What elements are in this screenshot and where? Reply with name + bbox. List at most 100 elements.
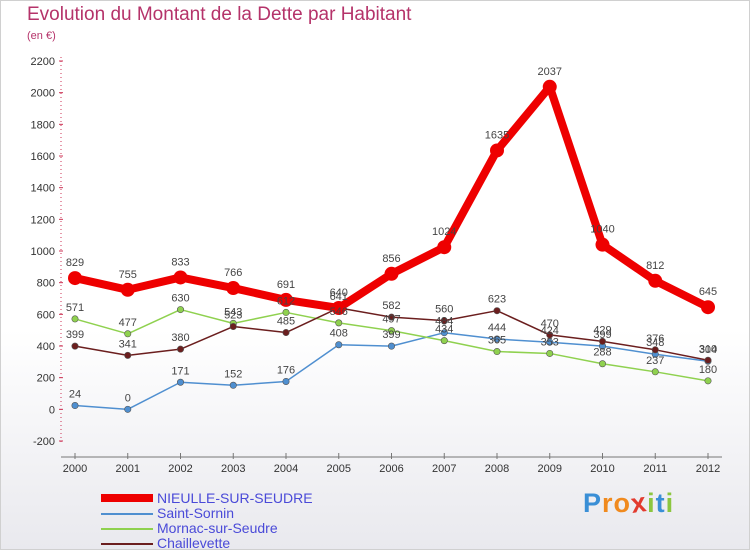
labels-layer: 829 755 833 766 691 640 856 1024 1635 2037 1040 812… bbox=[66, 66, 717, 405]
x-tick-label: 2003 bbox=[221, 463, 245, 475]
logo-letter: i bbox=[647, 488, 656, 518]
series-point-2 bbox=[651, 368, 659, 376]
data-label: 399 bbox=[66, 329, 84, 341]
y-tick-label: 0 bbox=[49, 404, 55, 416]
data-label: 484 bbox=[435, 316, 453, 328]
series-point-3 bbox=[440, 317, 448, 325]
series-point-3 bbox=[229, 323, 237, 331]
data-label: 171 bbox=[171, 365, 189, 377]
series-point-3 bbox=[598, 337, 606, 345]
logo-letter: t bbox=[655, 488, 666, 518]
data-label: 630 bbox=[171, 293, 189, 305]
data-label: 176 bbox=[277, 364, 295, 376]
series-point-0 bbox=[648, 273, 663, 288]
chart-unit: (en €) bbox=[27, 30, 56, 42]
x-tick-label: 2007 bbox=[432, 463, 456, 475]
chart-title: Evolution du Montant de la Dette par Hab… bbox=[27, 4, 412, 25]
x-tick-label: 2004 bbox=[274, 463, 298, 475]
x-tick-label: 2000 bbox=[63, 463, 87, 475]
y-tick-label: 1400 bbox=[31, 183, 55, 195]
data-label: 645 bbox=[699, 286, 717, 298]
data-label: 582 bbox=[382, 300, 400, 312]
data-label: 691 bbox=[277, 279, 295, 291]
data-label: 353 bbox=[541, 336, 559, 348]
x-tick-label: 2002 bbox=[168, 463, 192, 475]
series-point-1 bbox=[493, 335, 501, 343]
data-label: 543 bbox=[224, 306, 242, 318]
data-label: 640 bbox=[330, 287, 348, 299]
series-point-2 bbox=[598, 360, 606, 368]
x-tick-label: 2008 bbox=[485, 463, 509, 475]
y-tick-label: 1200 bbox=[31, 214, 55, 226]
data-label: 399 bbox=[593, 329, 611, 341]
series-point-3 bbox=[704, 356, 712, 364]
series-point-2 bbox=[71, 315, 79, 323]
series-point-2 bbox=[493, 348, 501, 356]
legend-swatch bbox=[101, 528, 153, 530]
series-point-2 bbox=[704, 377, 712, 385]
proxiti-logo: Proxiti bbox=[583, 487, 675, 519]
y-tick-label: 400 bbox=[37, 341, 55, 353]
series-point-3 bbox=[71, 342, 79, 350]
data-label: 497 bbox=[382, 314, 400, 326]
data-label: 470 bbox=[541, 318, 559, 330]
series-point-0 bbox=[384, 266, 399, 281]
data-label: 376 bbox=[646, 333, 664, 345]
x-tick-label: 2006 bbox=[379, 463, 403, 475]
series-point-0 bbox=[490, 143, 504, 158]
series-point-1 bbox=[124, 405, 132, 413]
data-label: 766 bbox=[224, 267, 242, 279]
data-label: 237 bbox=[646, 355, 664, 367]
y-tick-label: 2000 bbox=[31, 88, 55, 100]
series-point-1 bbox=[546, 338, 554, 346]
y-tick-label: 200 bbox=[37, 373, 55, 385]
legend-swatch bbox=[101, 494, 153, 502]
data-label: 833 bbox=[171, 256, 189, 268]
axes: -200020040060080010001200140016001800200… bbox=[31, 56, 722, 475]
data-label: 485 bbox=[277, 316, 295, 328]
legend-swatch bbox=[101, 513, 153, 515]
x-tick-label: 2001 bbox=[116, 463, 140, 475]
series-point-0 bbox=[226, 281, 241, 296]
legend-label: NIEULLE-SUR-SEUDRE bbox=[157, 490, 313, 506]
logo-letter: i bbox=[665, 488, 675, 518]
data-label: 341 bbox=[119, 338, 137, 350]
series-point-1 bbox=[387, 342, 395, 350]
y-tick-label: 600 bbox=[37, 309, 55, 321]
series-point-0 bbox=[68, 271, 82, 286]
y-tick-label: 1800 bbox=[31, 119, 55, 131]
series-point-2 bbox=[177, 306, 185, 314]
data-label: 304 bbox=[699, 344, 717, 356]
data-label: 560 bbox=[435, 304, 453, 316]
series-point-3 bbox=[546, 331, 554, 339]
data-label: 424 bbox=[541, 325, 559, 337]
data-label: 477 bbox=[119, 317, 137, 329]
series-point-0 bbox=[173, 270, 188, 285]
legend-label: Chaillevette bbox=[157, 535, 231, 551]
series-point-3 bbox=[124, 351, 132, 359]
data-label: 1635 bbox=[485, 129, 509, 141]
series-point-1 bbox=[71, 402, 79, 410]
x-tick-label: 2010 bbox=[590, 463, 614, 475]
data-label: 1040 bbox=[590, 224, 614, 236]
data-label: 152 bbox=[224, 368, 242, 380]
data-label: 612 bbox=[277, 295, 295, 307]
x-tick-label: 2011 bbox=[643, 463, 667, 475]
data-label: 812 bbox=[646, 260, 664, 272]
series-point-0 bbox=[595, 237, 610, 252]
series-point-3 bbox=[651, 346, 659, 354]
series-point-0 bbox=[437, 240, 452, 255]
y-tick-label: 1600 bbox=[31, 151, 55, 163]
series-point-2 bbox=[335, 319, 343, 327]
series-point-0 bbox=[120, 282, 135, 297]
data-label: 623 bbox=[488, 294, 506, 306]
series-point-1 bbox=[282, 377, 290, 385]
data-label: 0 bbox=[125, 392, 131, 404]
x-tick-label: 2009 bbox=[538, 463, 562, 475]
logo-letter: o bbox=[613, 488, 632, 518]
data-label: 310 bbox=[699, 343, 717, 355]
data-label: 546 bbox=[330, 306, 348, 318]
data-label: 856 bbox=[382, 253, 400, 265]
